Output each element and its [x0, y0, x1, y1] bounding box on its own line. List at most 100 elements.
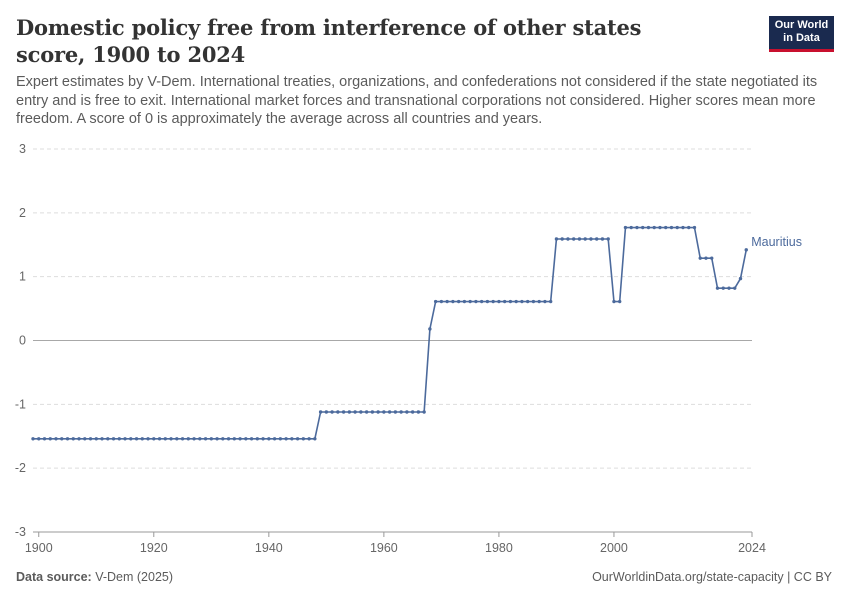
data-point — [479, 299, 484, 304]
data-point — [566, 237, 570, 241]
data-point — [157, 437, 162, 441]
data-point — [209, 437, 214, 441]
logo-line-1: Our World — [774, 19, 829, 31]
series-line — [33, 226, 748, 440]
x-tick-label: 1980 — [485, 541, 513, 555]
data-point — [31, 437, 35, 441]
data-point — [324, 410, 329, 414]
data-point — [382, 410, 386, 414]
data-point — [261, 437, 265, 441]
data-point — [583, 237, 587, 241]
data-point — [456, 299, 461, 304]
data-point — [249, 437, 254, 441]
data-point — [42, 437, 47, 441]
data-point — [313, 437, 317, 441]
data-point — [203, 437, 208, 441]
data-point — [629, 225, 633, 230]
data-point — [738, 276, 743, 281]
data-source-label: Data source: — [16, 570, 92, 584]
y-tick-label: 1 — [19, 270, 26, 284]
data-point — [123, 437, 127, 441]
data-point — [83, 437, 87, 441]
data-point — [169, 437, 173, 441]
data-point — [646, 225, 651, 230]
data-point — [589, 237, 593, 241]
x-tick-label: 1920 — [140, 541, 168, 555]
data-point — [238, 437, 242, 441]
data-point — [232, 437, 237, 441]
data-point — [100, 437, 104, 441]
data-point — [658, 225, 662, 230]
data-point — [571, 237, 576, 241]
data-point — [635, 225, 639, 230]
data-point — [364, 410, 369, 414]
data-point — [60, 437, 64, 441]
data-point — [715, 286, 720, 290]
data-point — [290, 437, 294, 441]
data-point — [497, 299, 501, 304]
data-point — [675, 225, 679, 230]
data-point — [727, 286, 731, 290]
data-point — [255, 437, 260, 441]
data-point — [606, 237, 610, 241]
data-point — [163, 437, 167, 441]
data-point — [278, 437, 283, 441]
data-source: Data source: V-Dem (2025) — [16, 570, 173, 584]
data-point — [641, 225, 645, 230]
data-point — [744, 248, 748, 252]
data-point — [341, 410, 346, 414]
data-point — [295, 437, 300, 441]
data-point — [681, 225, 685, 230]
data-point — [416, 410, 421, 414]
data-point — [111, 437, 116, 441]
data-point — [221, 437, 225, 441]
data-point — [186, 437, 191, 441]
data-point — [244, 437, 248, 441]
data-point — [525, 299, 530, 304]
data-point — [267, 437, 271, 441]
data-point — [393, 410, 398, 414]
data-point — [140, 437, 144, 441]
data-point — [387, 410, 392, 414]
data-point — [198, 437, 202, 441]
x-tick-label: 2024 — [738, 541, 766, 555]
x-tick-label: 1900 — [25, 541, 53, 555]
data-point — [65, 437, 70, 441]
data-point — [445, 299, 449, 304]
data-point — [272, 437, 277, 441]
y-tick-label: -2 — [15, 461, 26, 475]
owid-logo[interactable]: Our World in Data — [769, 16, 834, 52]
data-point — [146, 437, 150, 441]
data-point — [439, 299, 444, 304]
data-point — [669, 225, 674, 230]
data-point — [175, 437, 179, 441]
data-point — [543, 299, 547, 304]
data-point — [491, 299, 495, 304]
data-point — [48, 437, 52, 441]
data-point — [152, 437, 156, 441]
data-point — [687, 225, 691, 230]
data-point — [531, 299, 536, 304]
data-point — [520, 299, 524, 304]
data-point — [399, 410, 403, 414]
x-tick-label: 1960 — [370, 541, 398, 555]
data-point — [37, 437, 41, 441]
data-point — [301, 437, 306, 441]
data-point — [422, 410, 426, 414]
logo-line-2: in Data — [783, 31, 820, 44]
data-point — [330, 410, 334, 414]
source-url[interactable]: OurWorldinData.org/state-capacity | CC B… — [592, 570, 832, 584]
data-point — [284, 437, 288, 441]
data-point — [508, 299, 513, 304]
data-source-value[interactable]: V-Dem (2025) — [95, 570, 174, 584]
data-point — [180, 437, 185, 441]
data-point — [560, 237, 564, 241]
data-point — [117, 437, 121, 441]
data-point — [664, 225, 668, 230]
data-point — [94, 437, 98, 441]
data-point — [410, 410, 415, 414]
data-point — [462, 299, 467, 304]
data-point — [192, 437, 196, 441]
chart-subtitle: Expert estimates by V-Dem. International… — [16, 74, 818, 127]
